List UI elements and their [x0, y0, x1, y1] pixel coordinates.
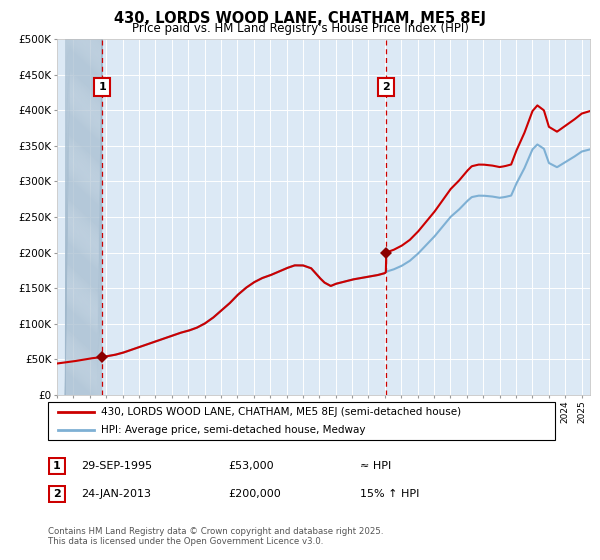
FancyBboxPatch shape: [49, 458, 65, 474]
Text: £53,000: £53,000: [228, 461, 274, 471]
Text: 1: 1: [53, 461, 61, 471]
Text: 2: 2: [53, 489, 61, 499]
Text: 24-JAN-2013: 24-JAN-2013: [81, 489, 151, 499]
FancyBboxPatch shape: [49, 486, 65, 502]
Text: 1: 1: [98, 82, 106, 92]
Text: 430, LORDS WOOD LANE, CHATHAM, ME5 8EJ: 430, LORDS WOOD LANE, CHATHAM, ME5 8EJ: [114, 11, 486, 26]
Text: Price paid vs. HM Land Registry's House Price Index (HPI): Price paid vs. HM Land Registry's House …: [131, 22, 469, 35]
Text: 15% ↑ HPI: 15% ↑ HPI: [360, 489, 419, 499]
Text: HPI: Average price, semi-detached house, Medway: HPI: Average price, semi-detached house,…: [101, 425, 366, 435]
Text: ≈ HPI: ≈ HPI: [360, 461, 391, 471]
Text: Contains HM Land Registry data © Crown copyright and database right 2025.
This d: Contains HM Land Registry data © Crown c…: [48, 526, 383, 546]
Text: 29-SEP-1995: 29-SEP-1995: [81, 461, 152, 471]
Text: £200,000: £200,000: [228, 489, 281, 499]
FancyBboxPatch shape: [48, 402, 555, 440]
Text: 430, LORDS WOOD LANE, CHATHAM, ME5 8EJ (semi-detached house): 430, LORDS WOOD LANE, CHATHAM, ME5 8EJ (…: [101, 407, 461, 417]
Text: 2: 2: [382, 82, 390, 92]
